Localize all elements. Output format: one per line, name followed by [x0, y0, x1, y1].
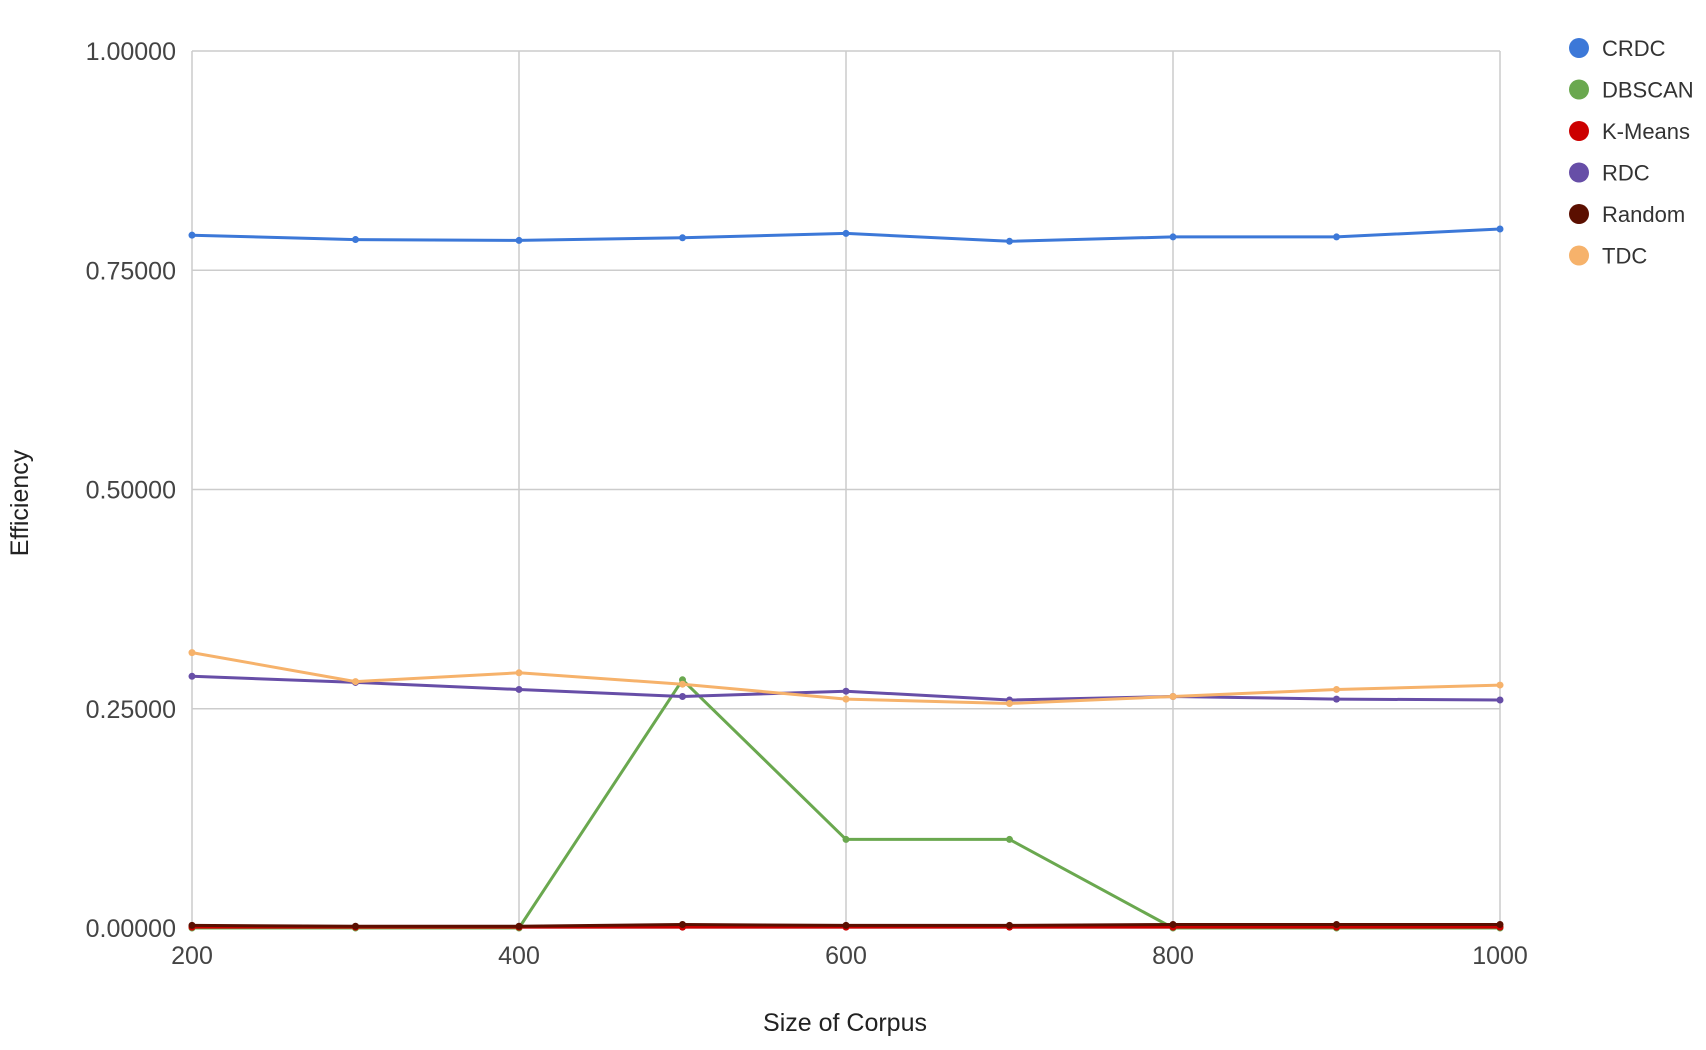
data-point-tdc [188, 649, 196, 657]
data-point-tdc [1496, 681, 1504, 689]
data-point-tdc [1006, 699, 1013, 707]
legend-label: K-Means [1602, 119, 1690, 144]
series-layer [188, 225, 1504, 932]
x-axis: 200 400 600 800 1000 [171, 942, 1528, 970]
data-point-random [515, 922, 523, 930]
x-tick-label: 200 [171, 942, 213, 970]
legend-item-k-means: K-Means [1569, 119, 1690, 144]
data-point-random [842, 921, 850, 929]
legend-label: Random [1602, 202, 1685, 227]
y-tick-label: 0.00000 [86, 915, 176, 943]
data-point-random [1169, 920, 1177, 928]
y-tick-label: 0.50000 [86, 477, 176, 505]
data-point-random [188, 921, 196, 929]
data-point-dbscan [842, 835, 850, 843]
legend-marker [1569, 245, 1589, 266]
data-point-crdc [1169, 233, 1177, 241]
legend-label: DBSCAN [1602, 78, 1694, 103]
data-point-tdc [1333, 685, 1340, 693]
series-crdc [188, 225, 1504, 245]
data-point-random [1496, 920, 1504, 928]
legend-marker [1569, 38, 1589, 58]
y-tick-label: 1.00000 [86, 38, 176, 66]
data-point-crdc [1333, 233, 1340, 241]
data-point-tdc [515, 669, 523, 677]
data-point-crdc [352, 236, 359, 244]
series-tdc [188, 649, 1504, 707]
grid [191, 50, 1501, 929]
legend-marker [1569, 204, 1589, 224]
legend-item-crdc: CRDC [1569, 36, 1666, 61]
data-point-crdc [679, 234, 686, 242]
data-point-random [1006, 921, 1013, 929]
data-point-dbscan [1006, 835, 1013, 843]
data-point-crdc [515, 236, 523, 244]
y-axis: 0.00000 0.25000 0.50000 0.75000 1.00000 [86, 38, 176, 943]
data-point-crdc [842, 229, 850, 237]
legend-marker [1569, 121, 1589, 141]
legend-item-dbscan: DBSCAN [1569, 78, 1694, 103]
data-point-rdc [842, 687, 850, 695]
legend-label: TDC [1602, 244, 1647, 269]
data-point-tdc [1169, 692, 1177, 700]
data-point-tdc [842, 695, 850, 703]
legend-marker [1569, 162, 1589, 183]
data-point-tdc [679, 680, 686, 688]
legend-marker [1569, 79, 1589, 100]
data-point-crdc [188, 231, 196, 239]
legend-item-rdc: RDC [1569, 161, 1650, 186]
data-point-random [1333, 920, 1340, 928]
data-point-tdc [352, 678, 359, 686]
data-point-rdc [188, 672, 196, 680]
legend: CRDC DBSCAN K-Means RDC Random TDC [1569, 36, 1694, 269]
data-point-rdc [679, 692, 686, 700]
series-random [188, 920, 1504, 930]
data-point-crdc [1006, 237, 1013, 245]
data-point-random [352, 922, 359, 930]
data-point-rdc [515, 685, 523, 693]
legend-label: RDC [1602, 161, 1650, 186]
y-tick-label: 0.25000 [86, 696, 176, 724]
data-point-random [679, 920, 686, 928]
y-tick-label: 0.75000 [86, 257, 176, 285]
x-tick-label: 1000 [1472, 942, 1528, 970]
legend-item-tdc: TDC [1569, 244, 1647, 269]
x-tick-label: 400 [498, 942, 540, 970]
data-point-crdc [1496, 225, 1504, 233]
x-tick-label: 600 [825, 942, 867, 970]
y-axis-title: Efficiency [6, 449, 34, 556]
x-axis-title: Size of Corpus [763, 1009, 927, 1037]
x-tick-label: 800 [1152, 942, 1194, 970]
legend-label: CRDC [1602, 36, 1666, 61]
data-point-rdc [1333, 695, 1340, 703]
data-point-rdc [1496, 696, 1504, 704]
legend-item-random: Random [1569, 202, 1685, 227]
